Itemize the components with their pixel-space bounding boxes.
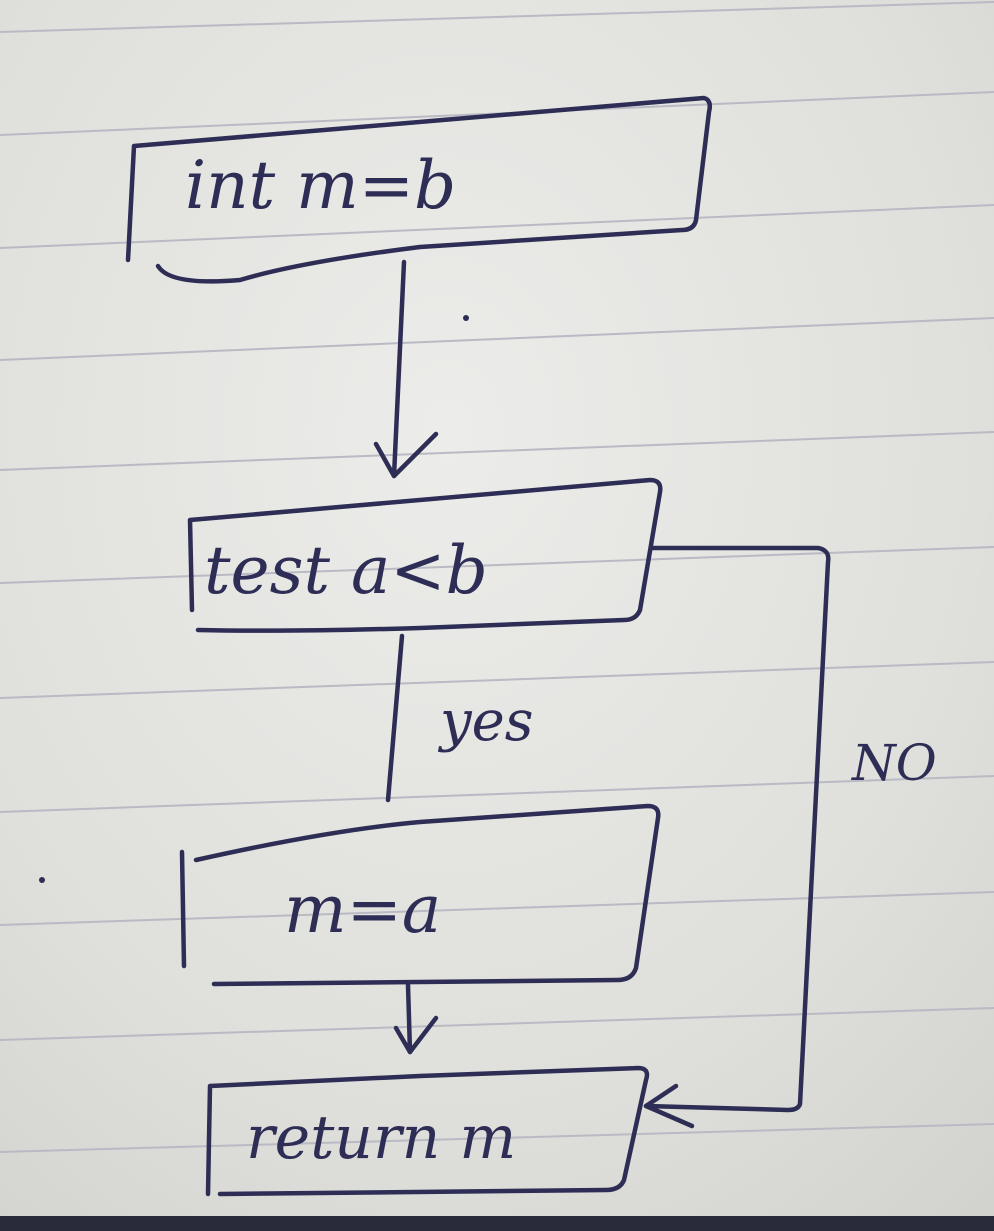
no-label: NO: [851, 734, 937, 792]
arrowhead-no-to-return: [643, 1083, 695, 1129]
assign-box: [179, 803, 661, 987]
bottom-edge: [0, 1216, 994, 1231]
return-box: [205, 1065, 650, 1197]
no-branch-line: [643, 545, 831, 1113]
arrow-init-to-test: [391, 259, 407, 479]
line-test-to-assign: [385, 633, 405, 803]
yes-label: yes: [437, 689, 534, 754]
init-box: [125, 95, 713, 284]
ruled-lines: [0, 1, 994, 1153]
arrowhead-init-to-test: [373, 431, 439, 479]
return-label: return m: [246, 1103, 516, 1173]
stray-dot: [463, 315, 469, 321]
stray-dot: [39, 877, 45, 883]
assign-label: m=a: [284, 871, 441, 948]
test-label: test a<b: [204, 532, 488, 609]
arrow-assign-to-return: [405, 982, 413, 1055]
init-label: int m=b: [185, 147, 456, 224]
test-box: [187, 477, 663, 633]
arrowhead-assign-to-return: [393, 1015, 439, 1055]
